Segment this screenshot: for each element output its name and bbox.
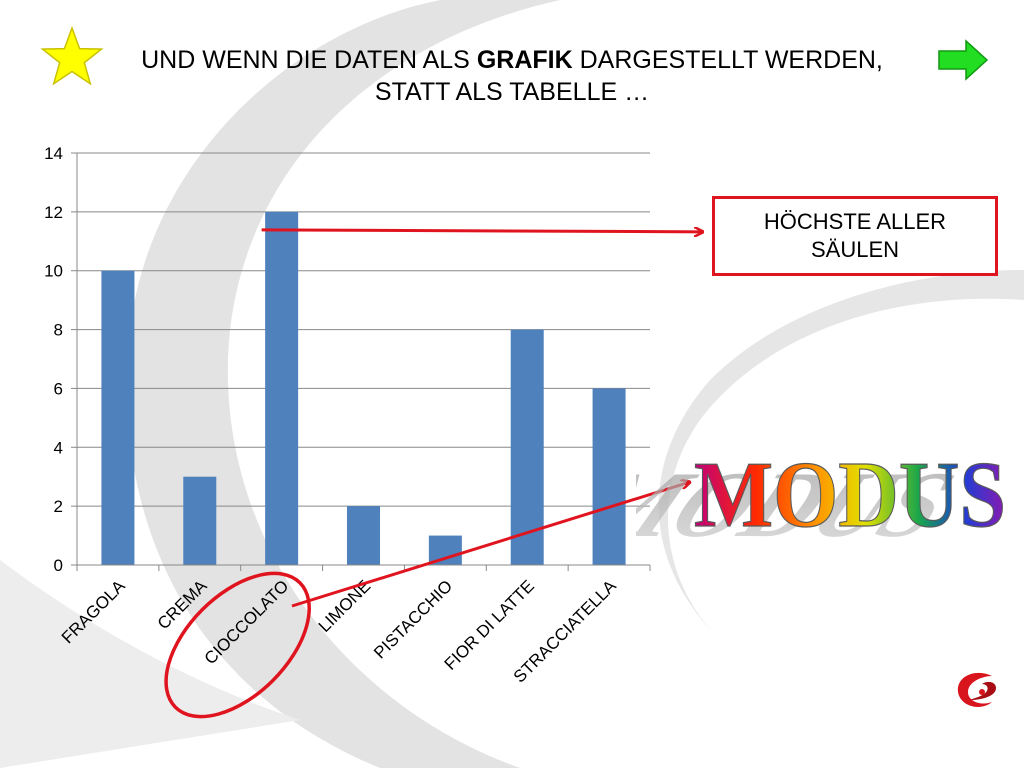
star-icon [40, 26, 104, 86]
title-text-bold: GRAFIK [476, 46, 573, 74]
page-title: UND WENN DIE DATEN ALS GRAFIK DARGESTELL… [130, 44, 894, 108]
y-tick-label: 6 [54, 379, 63, 398]
bar-fior-di-latte [510, 329, 544, 565]
bar-limone [347, 506, 380, 565]
modus-text: MODUS [694, 443, 1006, 547]
title-text-pre: UND WENN DIE DATEN ALS [141, 46, 477, 74]
y-tick-label: 14 [44, 144, 63, 163]
x-tick-label: FRAGOLA [58, 576, 129, 647]
x-tick-label: CREMA [154, 576, 211, 633]
x-tick-label: LIMONE [315, 576, 375, 636]
title-text-post: DARGESTELLT WERDEN, STATT ALS TABELLE … [374, 46, 883, 106]
y-tick-label: 0 [54, 556, 63, 575]
x-tick-label: PISTACCHIO [370, 576, 456, 662]
callout-arrow [261, 230, 703, 232]
bar-fragola [101, 270, 135, 565]
x-tick-label: CIOCCOLATO [201, 576, 293, 668]
highlight-ellipse [164, 571, 311, 719]
modus-shadow: MODUS [636, 453, 979, 550]
bar-stracciatella [592, 388, 626, 565]
callout-box: HÖCHSTE ALLER SÄULEN [712, 196, 998, 276]
bar-crema [183, 476, 217, 565]
y-tick-label: 4 [54, 438, 63, 457]
y-tick-label: 2 [54, 497, 63, 516]
y-tick-label: 12 [44, 203, 63, 222]
bar-cioccolato [265, 211, 299, 565]
y-tick-label: 8 [54, 321, 63, 340]
modus-word-art: MODUS MODUS [636, 442, 1007, 550]
y-tick-label: 10 [44, 262, 63, 281]
callout-text: HÖCHSTE ALLER SÄULEN [763, 209, 947, 262]
modus-arrow [291, 482, 690, 608]
logo-icon [957, 672, 996, 707]
next-arrow-icon[interactable] [936, 38, 990, 82]
